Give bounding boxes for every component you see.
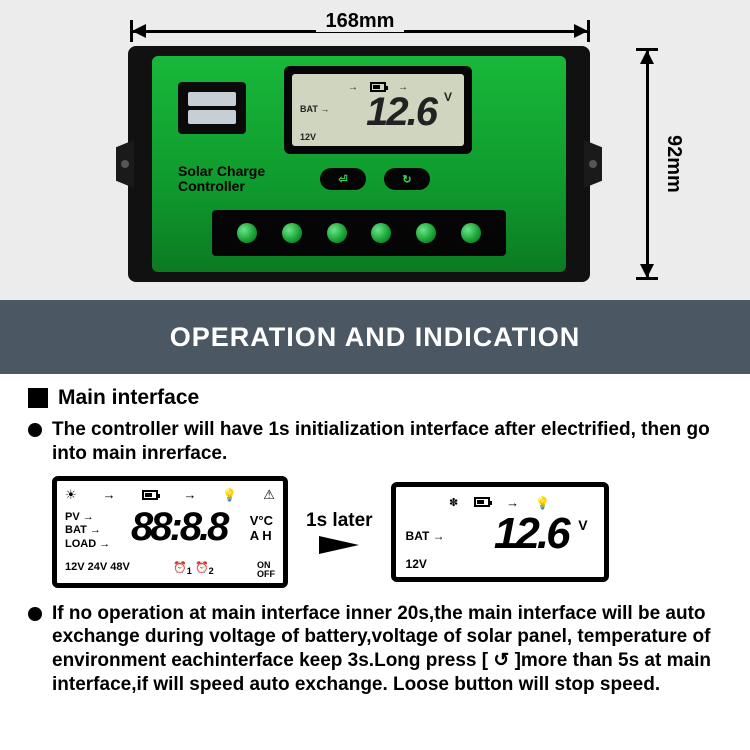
terminal	[416, 223, 436, 243]
onoff-label: ON OFF	[257, 561, 275, 579]
lcd-diagram-row: PV BAT LOAD 88:8.8 V°C A H 12V 24V 48V 1…	[52, 476, 722, 588]
arrow-icon	[348, 82, 358, 93]
dot-bullet-icon	[28, 423, 42, 437]
main-unit: V	[578, 517, 587, 533]
mount-tab-left	[116, 140, 134, 188]
fan-icon: ✽	[449, 496, 458, 509]
bullet-item: The controller will have 1s initializati…	[28, 418, 722, 466]
init-lcd-diagram: PV BAT LOAD 88:8.8 V°C A H 12V 24V 48V 1…	[52, 476, 288, 588]
lcd-reading: 12.6	[366, 90, 436, 135]
init-digits: 88:8.8	[131, 505, 226, 550]
width-dimension: 168mm	[130, 12, 590, 42]
height-dimension: 92mm	[632, 48, 662, 280]
arrow-icon	[183, 487, 196, 502]
product-name-line1: Solar Charge	[178, 164, 265, 179]
bat-label: BAT	[300, 104, 318, 114]
button-cycle[interactable]: ↻	[384, 168, 430, 190]
content: Main interface The controller will have …	[28, 386, 722, 707]
battery-icon	[474, 497, 490, 507]
bullet-text: The controller will have 1s initializati…	[52, 418, 722, 466]
square-bullet-icon	[28, 388, 48, 408]
bulb-icon	[222, 487, 237, 502]
device-face: BAT 12.6 V 12V Solar Charge Controller ⏎…	[152, 56, 566, 272]
device-lcd: BAT 12.6 V 12V	[292, 74, 464, 146]
button-enter[interactable]: ⏎	[320, 168, 366, 190]
mount-tab-right	[584, 140, 602, 188]
load-label: LOAD	[65, 538, 96, 550]
terminal	[282, 223, 302, 243]
unit-ah: A H	[250, 528, 273, 544]
terminal-strip	[212, 210, 506, 256]
lcd-unit: V	[444, 90, 452, 104]
sun-icon	[65, 487, 77, 503]
height-label: 92mm	[662, 48, 685, 280]
clock-icon	[195, 562, 209, 574]
page: 168mm 92mm	[0, 0, 750, 750]
battery-icon	[142, 490, 158, 500]
voltage-options: 12V 24V 48V	[65, 561, 130, 579]
device-lcd-frame: BAT 12.6 V 12V	[284, 66, 472, 154]
bulb-icon	[535, 495, 550, 510]
bullet-item: If no operation at main interface inner …	[28, 602, 722, 697]
usb-ports	[178, 82, 246, 134]
width-label: 168mm	[316, 10, 405, 32]
subsection-title-text: Main interface	[58, 386, 199, 410]
terminal	[371, 223, 391, 243]
bullet-text: If no operation at main interface inner …	[52, 602, 722, 697]
main-lcd-diagram: ✽ BAT 12.6 V 12V	[391, 482, 609, 582]
transition-label: 1s later	[306, 510, 373, 554]
arrow-icon	[506, 495, 519, 510]
arrow-icon	[99, 538, 110, 550]
transition-text: 1s later	[306, 510, 373, 532]
usb-port	[188, 110, 236, 124]
main-12v: 12V	[406, 557, 427, 571]
terminal	[327, 223, 347, 243]
main-digits: 12.6	[494, 509, 568, 559]
device-body: BAT 12.6 V 12V Solar Charge Controller ⏎…	[128, 46, 590, 282]
arrow-icon	[103, 487, 116, 502]
terminal	[237, 223, 257, 243]
product-name-line2: Controller	[178, 179, 265, 194]
dot-bullet-icon	[28, 607, 42, 621]
arrow-icon	[320, 104, 329, 114]
usb-port	[188, 92, 236, 106]
section-header: OPERATION AND INDICATION	[0, 300, 750, 374]
bat-label: BAT	[406, 529, 430, 543]
lcd-12v: 12V	[300, 132, 316, 142]
clock-icon	[173, 562, 187, 574]
product-photo-area: 168mm 92mm	[0, 0, 750, 300]
arrow-icon	[83, 511, 94, 523]
arrow-icon	[433, 529, 445, 543]
arrow-right-icon	[319, 536, 359, 554]
unit-vc: V°C	[250, 513, 273, 529]
product-label: Solar Charge Controller	[178, 164, 265, 195]
bat-label: BAT	[65, 524, 87, 536]
warning-icon	[263, 487, 275, 503]
pv-label: PV	[65, 511, 80, 523]
arrow-icon	[90, 524, 101, 536]
terminal	[461, 223, 481, 243]
subsection-title: Main interface	[28, 386, 722, 410]
